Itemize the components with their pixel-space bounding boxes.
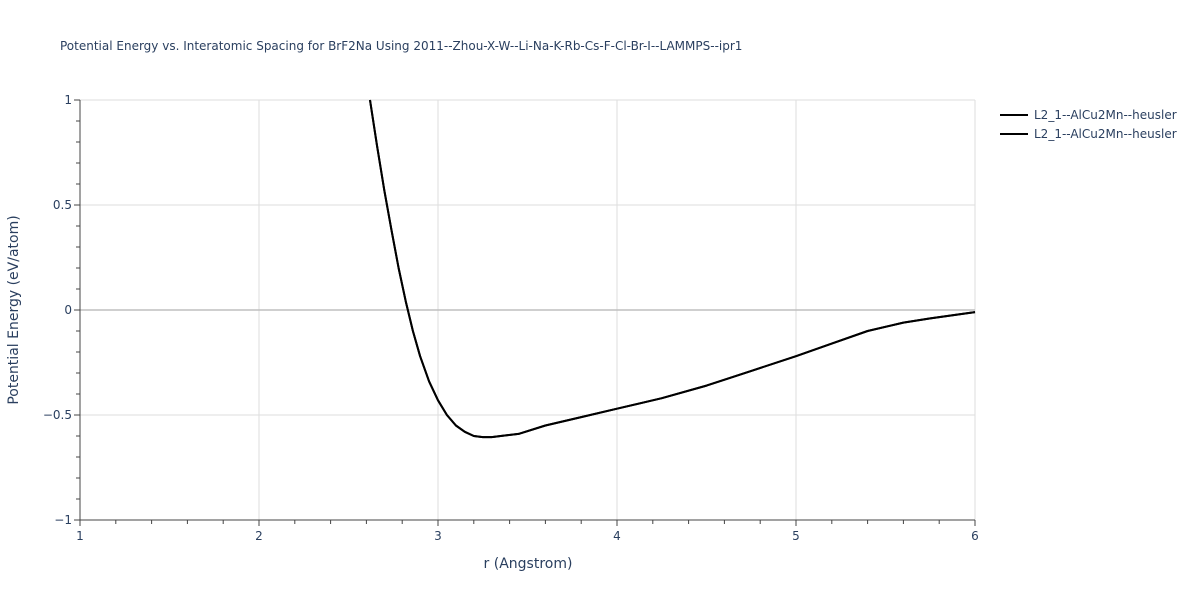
chart-title: Potential Energy vs. Interatomic Spacing… [60,39,742,53]
y-axis-title: Potential Energy (eV/atom) [6,215,22,404]
y-axis-ticks: −1 −0.5 0 0.5 1 [43,93,80,527]
x-tick-label: 5 [792,529,800,543]
x-tick-label: 1 [76,529,84,543]
x-tick-label: 3 [434,529,442,543]
legend-label: L2_1--AlCu2Mn--heusler [1034,127,1177,141]
legend: L2_1--AlCu2Mn--heusler L2_1--AlCu2Mn--heu… [1000,108,1177,141]
y-tick-label: −1 [54,513,72,527]
y-tick-label: −0.5 [43,408,72,422]
x-tick-label: 2 [255,529,263,543]
series-line-2 [369,99,976,439]
x-tick-label: 6 [971,529,979,543]
legend-label: L2_1--AlCu2Mn--heusler [1034,108,1177,122]
y-tick-label: 0.5 [53,198,72,212]
x-axis-title: r (Angstrom) [484,556,573,572]
series-layer [369,99,976,439]
series-line-1 [369,99,976,439]
y-tick-label: 1 [64,93,72,107]
x-axis-ticks: 1 2 3 4 5 6 [76,520,979,543]
x-tick-label: 4 [613,529,621,543]
y-tick-label: 0 [64,303,72,317]
